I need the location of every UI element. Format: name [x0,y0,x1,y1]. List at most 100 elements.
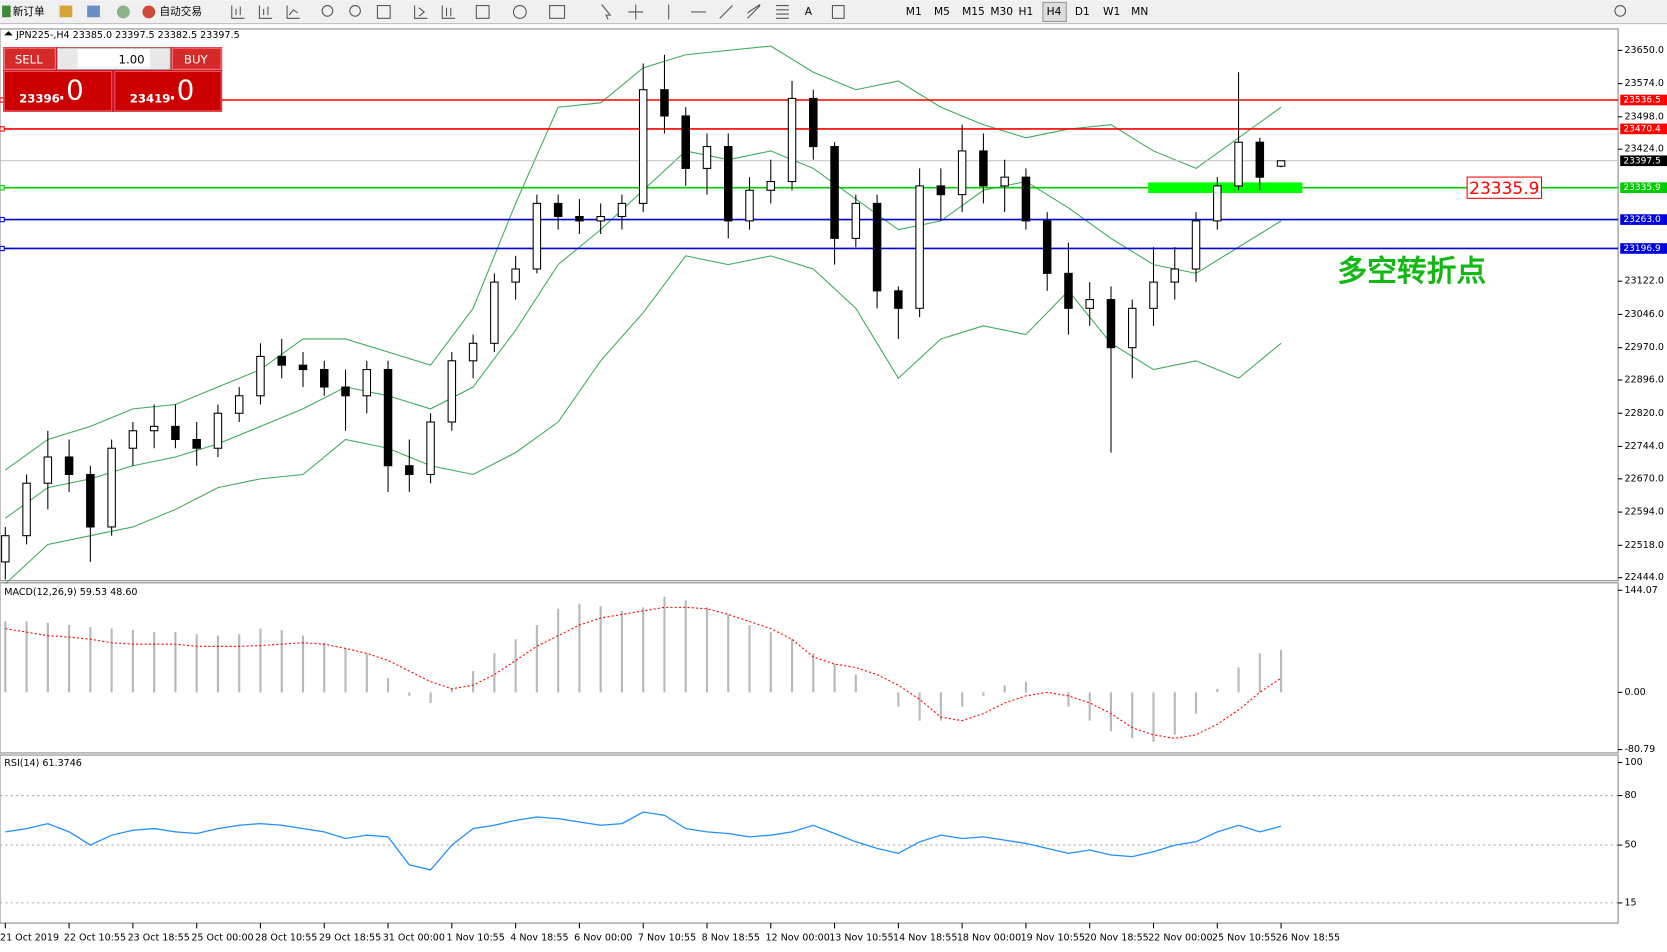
timeframe-bar: M1 M5 M15 M30 H1 H4 D1 W1 MN [906,5,1149,18]
level-tag-label: 23196.9 [1623,244,1661,254]
level-handle [0,126,5,132]
cursor-tool[interactable] [601,4,612,20]
y-tick-label: -80.79 [1624,744,1655,755]
candle-body [298,364,308,371]
auto-trade-button[interactable]: 自动交易 [159,5,202,18]
x-tick-label: 26 Nov 18:55 [1276,932,1340,943]
timeframe-button[interactable]: H4 [1047,5,1062,18]
toolbar-icon[interactable] [116,5,130,19]
timeframe-button[interactable]: H1 [1018,5,1033,18]
candle-body [1021,176,1031,222]
templates[interactable] [549,5,566,19]
candle-body [1276,160,1286,167]
y-tick-label: 50 [1624,840,1636,851]
candle-body [1149,281,1158,309]
candle-body [1085,299,1094,309]
sell-label[interactable]: SELL [15,52,43,66]
auto-scroll[interactable] [414,5,428,19]
lot-down[interactable] [58,49,78,69]
candle-body [915,185,924,309]
buy-price-box[interactable] [114,70,222,112]
timeframe-button[interactable]: MN [1131,5,1148,18]
y-tick-label: 23650.0 [1624,45,1663,56]
lot-input[interactable] [56,47,171,70]
toolbar-icon[interactable] [59,5,73,18]
candle-body [957,150,967,196]
candle-body [192,438,201,449]
candle-body [1,535,10,563]
candle-body [149,425,159,432]
macd-signal [5,606,1282,739]
x-tick-label: 22 Oct 10:55 [64,932,126,943]
timeframe-button[interactable]: D1 [1075,5,1090,18]
candle-body [341,386,350,397]
sell-button[interactable] [3,47,56,70]
auto-trade-icon[interactable] [142,5,156,19]
candle-body [830,146,839,239]
channel-tool[interactable] [747,4,761,19]
line-tool[interactable] [286,5,300,19]
x-tick-label: 31 Oct 00:00 [383,932,445,943]
plot-layer: 23650.0 23574.0 23498.0 23424.0 23122.0 23046… [0,45,1667,943]
level-tag [1620,94,1667,106]
timeframe-button[interactable]: M5 [934,5,950,18]
x-tick-label: 12 Nov 00:00 [765,932,829,943]
level-tag [1620,155,1667,167]
candle-body [511,268,520,283]
support-zone [1148,182,1303,194]
timeframe-button[interactable]: M1 [906,5,922,18]
search[interactable] [1614,5,1627,17]
one-click-trading: SELL 1.00 BUY 23396 .0 23419 .0 [3,47,223,112]
fibo-tool[interactable] [776,5,789,19]
macd-label: MACD(12,26,9) 59.53 48.60 [4,587,137,598]
x-tick-label: 22 Nov 00:00 [1148,932,1212,943]
candle-body [787,97,797,183]
zoom-in[interactable] [321,5,334,17]
timeframe-button[interactable]: W1 [1103,5,1120,18]
candle-body [702,146,712,169]
x-tick-label: 13 Nov 10:55 [829,932,893,943]
trendline-tool[interactable] [719,5,733,19]
candle-body [22,482,31,537]
candle-body [617,202,627,218]
y-tick-label: 23046.0 [1624,309,1663,320]
y-tick-label: 23424.0 [1624,144,1663,155]
lot-value[interactable]: 1.00 [119,52,145,66]
y-tick-label: 22594.0 [1624,507,1663,518]
toolbar-icon[interactable] [87,5,100,18]
new-order-button[interactable]: 新订单 [13,5,45,18]
new-order-icon[interactable] [2,5,11,18]
collapse-arrow[interactable] [4,31,13,36]
candle-body [64,456,74,476]
crosshair-tool[interactable] [628,4,644,20]
zoom-out[interactable] [349,5,361,17]
timeframe-button[interactable]: M30 [990,5,1013,18]
y-tick-label: 23122.0 [1624,276,1663,287]
level-handle [0,245,5,252]
bar-chart-tool[interactable] [231,5,245,19]
candle-body [1127,307,1137,349]
label-tool[interactable] [831,5,845,19]
candle-body [426,421,435,476]
sell-price-box[interactable] [3,70,113,112]
tile-windows[interactable] [376,5,391,19]
candle-body [575,215,584,222]
chart-shift[interactable] [441,5,456,19]
buy-label[interactable]: BUY [184,52,209,66]
y-tick-label: 22444.0 [1624,572,1663,583]
candle-body [107,447,116,528]
indicators[interactable] [475,5,490,19]
timeframe-button[interactable]: M15 [962,5,985,18]
candle-body [447,360,457,423]
text-tool[interactable]: A [805,5,813,18]
candle-body [553,202,563,218]
periods[interactable] [512,5,527,19]
lot-up[interactable] [149,49,170,69]
candle-tool[interactable] [258,5,273,19]
buy-button[interactable] [171,47,222,70]
candle-body [490,281,499,344]
x-tick-label: 19 Nov 10:55 [1021,932,1085,943]
candle-body [532,202,542,270]
level-tag [1620,214,1667,225]
x-tick-label: 1 Nov 10:55 [447,932,505,943]
